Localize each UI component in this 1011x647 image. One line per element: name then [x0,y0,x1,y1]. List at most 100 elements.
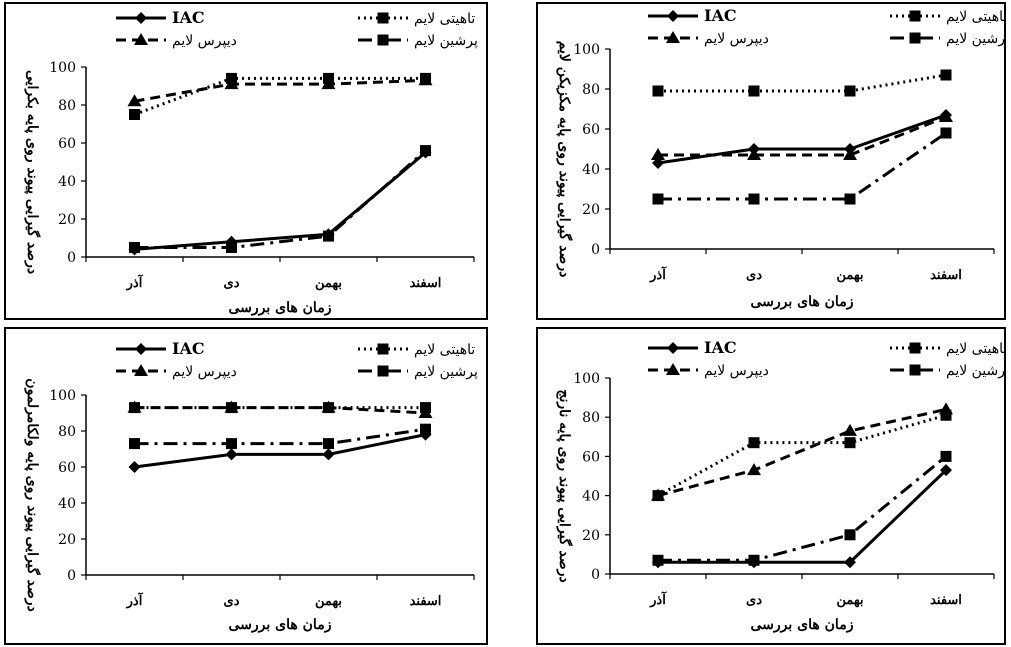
series-tahiti [129,72,431,120]
series-iac [128,146,432,256]
legend-entry: IAC [648,338,737,357]
series-persian [129,145,431,253]
y-tick-label: 60 [58,460,76,476]
legend-label: پرشین لایم [946,31,1004,47]
x-axis-title: زمان های بررسی [751,617,854,633]
x-tick-label: اسفند [930,268,962,283]
data-point [940,464,952,477]
legend-marker [377,34,389,46]
legend-marker [134,33,148,45]
x-tick-label: دی [224,276,240,291]
legend-label: دیپرس لایم [704,31,769,47]
series-tahiti [652,69,952,97]
legend-label: تاهیتی لایم [946,341,1004,357]
series-line [657,407,947,498]
legend-label: پرشین لایم [414,33,478,49]
legend-marker [667,342,679,354]
y-tick-label: 20 [582,202,600,218]
series-line [134,427,426,446]
series-line [134,151,427,251]
x-tick-label: آذر [126,592,144,609]
y-tick-label: 0 [591,242,600,258]
y-axis-title: درصد گیرایی پیوند روی پایه ولکامرلمون [24,378,41,611]
legend-marker [666,31,680,43]
y-tick-label: 40 [582,162,600,178]
y-tick-label: 100 [573,371,600,387]
legend-marker [909,10,921,22]
series-line [658,115,947,157]
y-axis-title: درصد گیرایی پیوند روی پایه مکزیکن لایم [556,41,573,278]
legend-label: IAC [172,8,205,27]
legend-entry: IAC [648,6,737,25]
data-point [844,85,856,97]
legend-label: دیپرس لایم [704,363,769,379]
series-dipers [127,400,433,418]
legend-marker [135,343,147,355]
legend-marker [909,32,921,44]
data-point [129,438,140,450]
legend-entry: تاهیتی لایم [890,341,1004,357]
data-point [748,437,760,449]
legend-entry: تاهیتی لایم [358,342,475,358]
series-line [658,131,947,201]
legend-entry: دیپرس لایم [116,33,237,49]
data-point [652,554,664,566]
data-point [651,148,665,160]
chart-svg: 0 20 40 60 80 100 آذر دی بهمن اسفند زمان های بررسی… [24,8,478,316]
series-line [134,149,427,249]
x-axis-title: زمان های بررسی [751,294,854,310]
y-tick-label: 0 [591,567,600,583]
chart-panel-bakraei: 0 20 40 60 80 100 آذر دی بهمن اسفند زمان های بررسی… [4,2,488,320]
y-tick-label: 0 [67,568,76,584]
data-point [652,85,664,97]
x-tick-label: بهمن [836,268,863,283]
legend-entry: پرشین لایم [358,364,478,380]
legend-marker [667,10,679,22]
data-point [420,423,431,435]
series-line [134,433,426,469]
legend-label: پرشین لایم [946,363,1004,379]
y-axis-title: درصد گیرایی پیوند روی پایه نارنج [556,389,573,582]
data-point [323,230,334,242]
chart-svg: 0 20 40 60 80 100 آذر دی بهمن اسفند زمان های بررسی… [556,338,1004,633]
series-dipers [127,73,433,107]
legend-entry: دیپرس لایم [648,363,769,379]
series-line [134,406,426,415]
legend-marker [377,343,389,355]
x-axis-title: زمان های بررسی [229,300,332,316]
data-point [129,109,140,120]
data-point [748,85,760,97]
legend-marker [377,365,389,377]
chart-panel-mexican-lime: 0 20 40 60 80 100 آذر دی بهمن اسفند زمان های بررسی… [536,2,1006,320]
legend-label: تاهیتی لایم [414,11,475,27]
series-dipers [651,110,953,160]
data-point [418,73,433,86]
y-tick-label: 40 [58,496,76,512]
y-tick-label: 80 [58,98,76,114]
legend-label: IAC [704,6,737,25]
series-persian [652,450,952,566]
legend-label: تاهیتی لایم [414,342,475,358]
x-tick-label: آذر [126,274,144,291]
y-tick-label: 60 [582,122,600,138]
chart-svg: 0 20 40 60 80 100 آذر دی بهمن اسفند زمان های بررسی… [556,6,1004,310]
data-point [418,406,433,418]
data-point [127,400,142,413]
data-point [224,77,239,90]
data-point [226,242,237,253]
y-tick-label: 100 [49,388,76,404]
data-point [940,409,952,421]
y-tick-label: 80 [582,410,600,426]
data-point [224,400,239,413]
x-tick-label: دی [746,593,762,608]
y-tick-label: 40 [582,489,600,505]
data-point [940,69,952,81]
data-point [226,438,237,450]
data-point [323,438,334,450]
x-tick-label: دی [224,594,240,609]
chart-svg: 0 20 40 60 80 100 آذر دی بهمن اسفند زمان های بررسی… [24,339,478,633]
y-tick-label: 80 [58,424,76,440]
series-iac [652,464,952,569]
data-point [844,437,856,449]
series-persian [652,127,952,205]
